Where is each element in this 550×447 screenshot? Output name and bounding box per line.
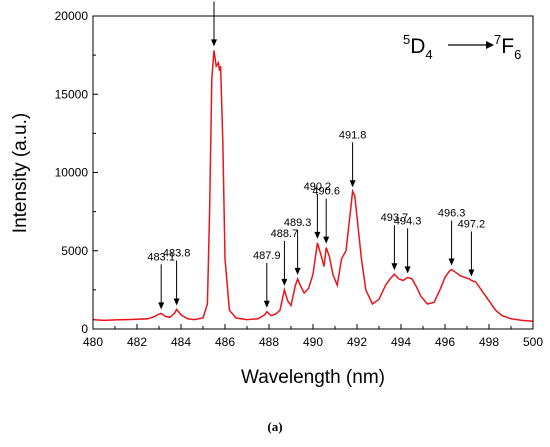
x-tick-label: 480 (83, 335, 103, 349)
x-tick-label: 494 (391, 335, 411, 349)
peak-label: 496.3 (438, 208, 466, 220)
transition-from-base: D (410, 35, 425, 58)
transition-to-sup: 7 (494, 32, 501, 47)
peak-arrowhead (349, 180, 356, 188)
peak-label: 489.3 (284, 217, 312, 229)
x-tick-label: 498 (479, 335, 499, 349)
peak-label: 483.8 (163, 247, 191, 259)
y-axis-title: Intensity (a.u.) (10, 113, 31, 233)
peak-arrowhead (281, 278, 288, 286)
x-axis-ticks: 480 482 484 486 488 490 492 494 496 498 500 (83, 324, 543, 349)
peak-arrowhead (314, 231, 321, 239)
peak-arrowhead (448, 258, 455, 266)
y-axis-ticks: 0 5000 10000 15000 20000 (55, 9, 98, 336)
plot-frame (92, 15, 534, 330)
peak-arrowhead (468, 269, 475, 277)
y-tick-label: 5000 (61, 244, 88, 258)
peak-label: 487.9 (253, 250, 281, 262)
x-tick-label: 484 (171, 335, 191, 349)
y-tick-label: 20000 (55, 9, 89, 23)
transition-to-sub: 6 (514, 47, 521, 62)
peak-label: 488.7 (271, 228, 299, 240)
panel-label: (a) (267, 419, 282, 434)
transition-arrowhead (486, 41, 494, 49)
x-tick-label: 488 (259, 335, 279, 349)
peak-arrowhead (158, 302, 165, 310)
x-tick-label: 500 (523, 335, 543, 349)
svg-text:7F6: 7F6 (494, 32, 521, 62)
peak-arrowhead (173, 298, 180, 306)
y-tick-label: 15000 (55, 87, 89, 101)
x-axis-title: Wavelength (nm) (241, 367, 385, 388)
transition-from-sub: 4 (425, 47, 432, 62)
peak-arrowhead (391, 263, 398, 271)
svg-text:5D4: 5D4 (403, 32, 433, 62)
peak-label: 483.1 (147, 251, 175, 263)
y-tick-label: 0 (81, 322, 88, 336)
peak-label: 490.6 (312, 186, 340, 198)
peak-label: 493.7 (381, 212, 409, 224)
peak-arrowhead (211, 39, 217, 47)
peak-label: 490.2 (304, 181, 332, 193)
peak-arrowhead (404, 266, 411, 274)
transition-annotation: 5D4 7F6 (403, 32, 521, 62)
peak-arrowhead (323, 236, 330, 244)
peak-label: 494.3 (394, 215, 422, 227)
x-tick-label: 486 (215, 335, 235, 349)
peak-annotations: 483.1483.8485.5487.9488.7489.3490.2490.6… (147, 0, 486, 310)
x-tick-label: 496 (435, 335, 455, 349)
peak-arrowhead (263, 300, 270, 308)
peak-arrowhead (294, 267, 301, 275)
x-tick-label: 490 (303, 335, 323, 349)
x-tick-label: 492 (347, 335, 367, 349)
peak-label: 491.8 (339, 129, 367, 141)
y-tick-label: 10000 (55, 166, 89, 180)
series-line (92, 50, 534, 322)
x-tick-label: 482 (127, 335, 147, 349)
transition-to-base: F (501, 35, 514, 58)
peak-label: 497.2 (458, 218, 486, 230)
transition-from-sup: 5 (403, 32, 410, 47)
